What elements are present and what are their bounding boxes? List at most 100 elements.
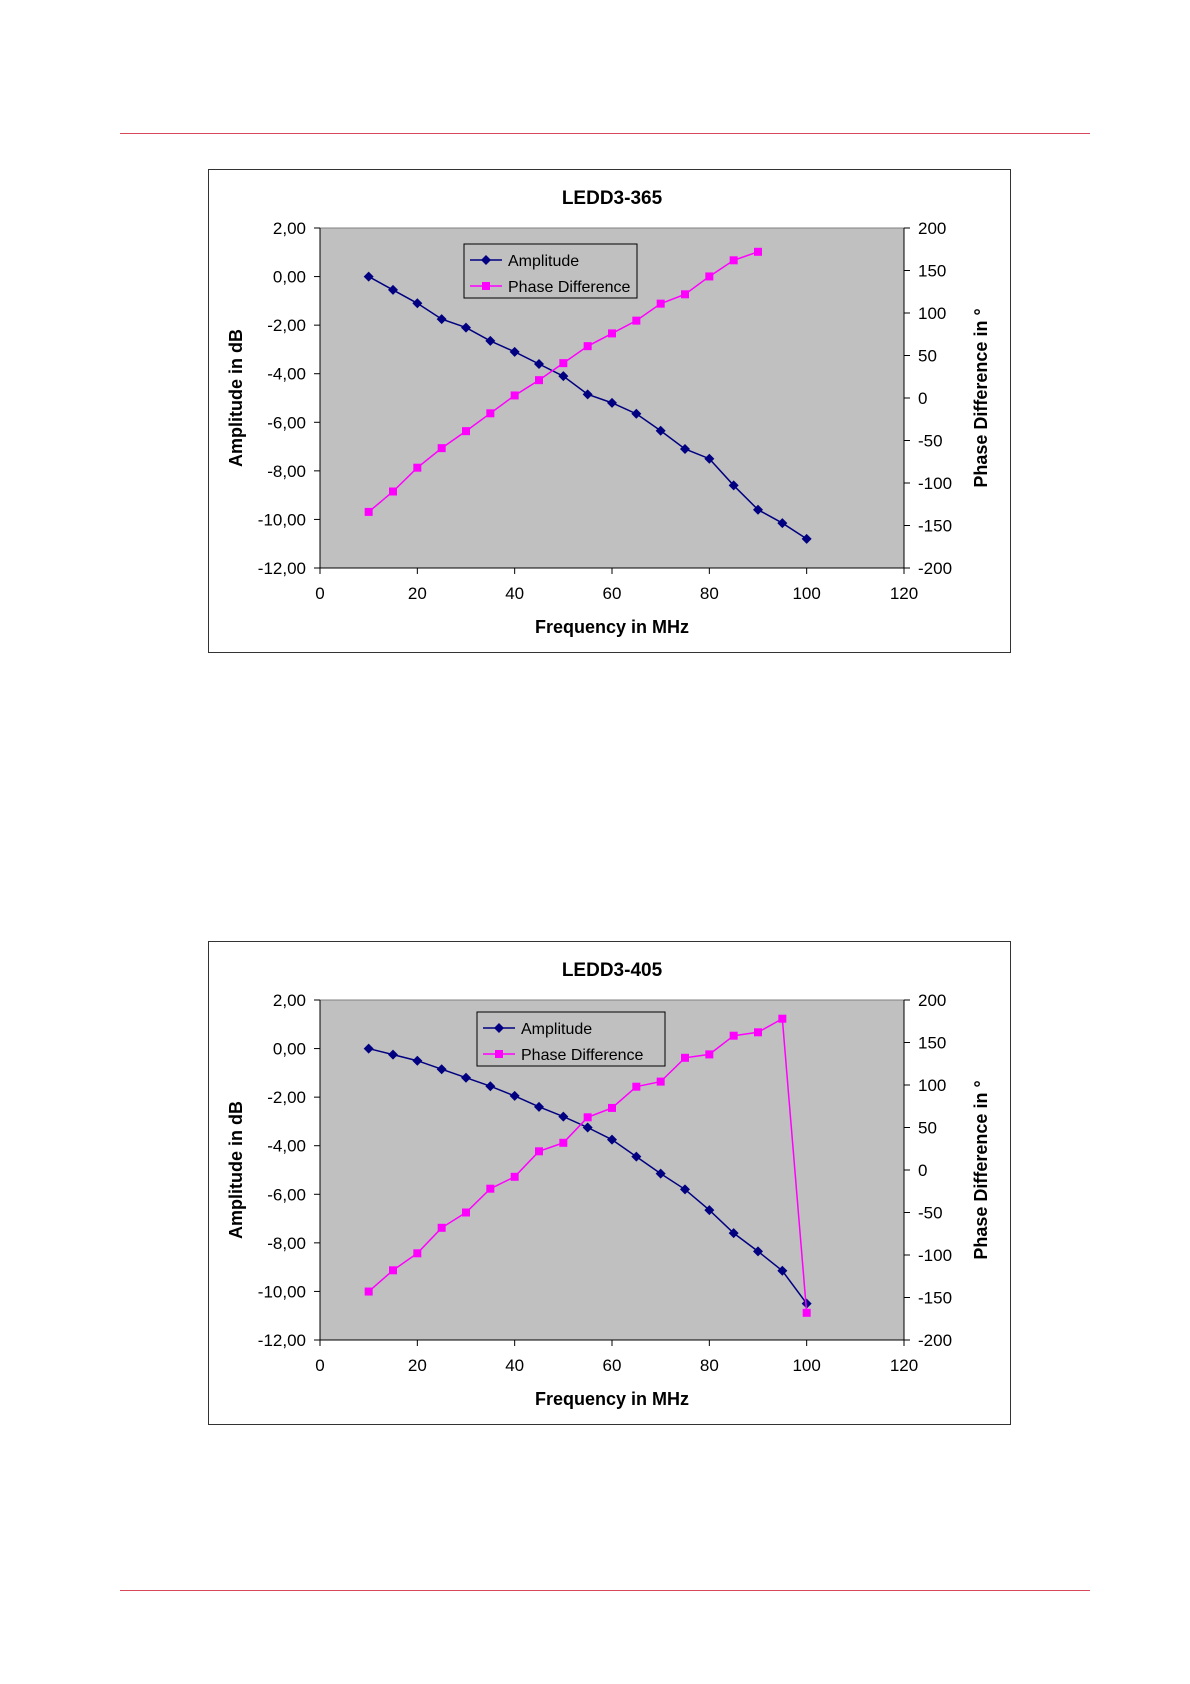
y-tick-label: -10,00 [258,1282,306,1301]
legend-label: Phase Difference [508,279,631,296]
data-point-phase [510,1172,519,1181]
y-tick-label: -12,00 [258,1331,306,1350]
x-tick-label: 0 [315,1356,324,1375]
data-point-phase [656,299,665,308]
x-tick-label: 60 [603,584,622,603]
data-point-amplitude [728,1228,739,1239]
data-point-phase [462,1208,470,1217]
data-point-amplitude [631,408,642,419]
data-point-phase [583,1113,592,1122]
data-point-phase [535,1147,543,1156]
y2-tick-label: 200 [918,991,946,1010]
y2-tick-label: -100 [918,1246,952,1265]
y-tick-label: -4,00 [267,1137,306,1156]
y2-tick-label: -150 [918,1289,952,1308]
data-point-phase [778,1014,787,1023]
y2-tick-label: 50 [918,1119,937,1138]
y2-tick-label: 100 [918,304,946,323]
data-point-amplitude [485,335,496,346]
data-point-phase [389,487,397,496]
chart-svg: LEDD3-365 2,00 0,00 -2,00 -4,00 -6,00 -8,00 -10… [226,188,991,637]
data-point-phase [632,1082,641,1091]
x-tick-label: 40 [505,584,524,603]
legend-marker [481,255,491,265]
data-point-amplitude [704,1205,715,1216]
data-point-amplitude [753,1246,763,1257]
y2-tick-label: -50 [918,432,943,451]
data-point-phase [802,1308,811,1317]
y2-tick-label: 200 [918,219,946,238]
data-point-phase [754,1028,762,1037]
data-point-amplitude [558,371,569,382]
data-point-amplitude [436,1064,447,1075]
data-point-phase [559,359,568,368]
data-point-phase [729,1031,738,1040]
chart-ledd3-405: LEDD3-405 2,00 0,00 -2,00 -4,00 -6,00 -8,00 -10… [208,941,1011,1425]
chart-ledd3-365: LEDD3-365 2,00 0,00 -2,00 -4,00 -6,00 -8,00 -10… [208,169,1011,653]
y2-tick-label: 50 [918,347,937,366]
x-tick-label: 120 [890,1356,918,1375]
data-point-amplitude [534,1101,544,1112]
data-point-phase [437,1223,446,1232]
x-tick-label: 40 [505,1356,524,1375]
y-axis-title: Amplitude in dB [226,1101,246,1239]
data-point-amplitude [655,425,666,436]
data-point-amplitude [534,359,544,369]
data-point-phase [632,316,641,325]
data-point-phase [510,391,519,400]
legend-label: Amplitude [521,1021,592,1038]
chart-title: LEDD3-405 [562,960,663,981]
data-point-amplitude [777,1265,788,1276]
y2-tick-label: 150 [918,1034,946,1053]
data-point-phase [681,1053,689,1062]
x-tick-label: 80 [700,584,719,603]
y2-tick-label: 0 [918,389,927,408]
data-point-amplitude [680,444,690,454]
y-tick-label: -4,00 [267,365,306,384]
x-tick-label: 60 [603,1356,622,1375]
legend-marker [494,1023,504,1033]
data-point-amplitude [485,1081,496,1092]
x-tick-label: 100 [792,1356,820,1375]
y-tick-label: 2,00 [273,219,306,238]
y2-axis-title: Phase Difference in ° [971,1080,991,1259]
y-tick-label: -2,00 [267,1088,306,1107]
data-point-amplitude [363,271,374,282]
x-tick-label: 20 [408,1356,427,1375]
data-point-phase [681,290,689,299]
y-tick-label: -8,00 [267,462,306,481]
data-point-amplitude [388,284,398,295]
data-point-amplitude [461,322,471,333]
data-point-amplitude [607,397,617,408]
data-point-amplitude [801,1298,812,1309]
chart-title: LEDD3-365 [562,188,663,209]
x-tick-label: 80 [700,1356,719,1375]
y-tick-label: 0,00 [273,268,306,287]
data-point-phase [486,1184,495,1193]
legend-marker [482,282,490,290]
data-point-amplitude [753,504,763,515]
data-point-amplitude [680,1184,690,1195]
y-tick-label: -6,00 [267,413,306,432]
data-point-amplitude [388,1049,398,1060]
data-point-phase [437,444,446,453]
y2-tick-label: 0 [918,1161,927,1180]
legend-box [463,243,638,299]
x-axis-title: Frequency in MHz [535,1389,689,1409]
data-point-amplitude [582,389,593,400]
data-point-phase [389,1266,397,1275]
data-point-amplitude [582,1122,593,1133]
x-tick-label: 100 [792,584,820,603]
data-point-phase [364,1287,373,1296]
footer-rule [120,1590,1090,1591]
legend-marker [495,1050,503,1058]
legend-label: Amplitude [508,253,579,270]
data-point-amplitude [558,1111,569,1122]
y-tick-label: -12,00 [258,559,306,578]
data-point-amplitude [777,518,788,529]
data-point-amplitude [363,1043,374,1054]
data-point-phase [413,463,422,472]
y-tick-label: -10,00 [258,510,306,529]
y2-tick-label: -200 [918,1331,952,1350]
data-point-amplitude [461,1072,471,1083]
